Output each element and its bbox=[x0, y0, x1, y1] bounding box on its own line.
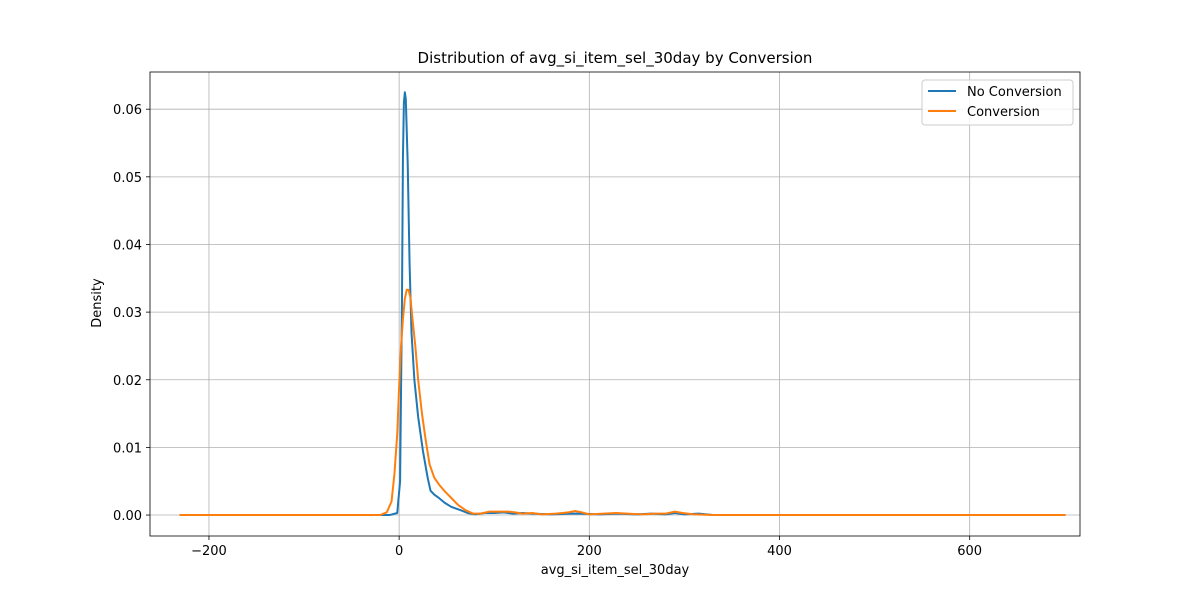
plot-frame bbox=[149, 71, 1081, 537]
y-tick-label: 0.02 bbox=[113, 374, 142, 389]
x-tick-label: 600 bbox=[957, 544, 982, 559]
x-tick-label: 400 bbox=[767, 544, 792, 559]
x-tick-label: −200 bbox=[191, 544, 227, 559]
y-tick-label: 0.04 bbox=[113, 238, 142, 253]
legend-box bbox=[921, 79, 1074, 126]
y-tick-label: 0.06 bbox=[113, 103, 142, 118]
y-tick-label: 0.03 bbox=[113, 306, 142, 321]
y-tick-label: 0.00 bbox=[113, 509, 142, 524]
chart-title: Distribution of avg_si_item_sel_30day by… bbox=[418, 49, 813, 68]
y-tick-label: 0.01 bbox=[113, 441, 142, 456]
series-line-conversion bbox=[179, 288, 1066, 517]
y-axis-label: Density bbox=[90, 278, 105, 328]
x-axis-label: avg_si_item_sel_30day bbox=[541, 563, 690, 578]
series-layer bbox=[179, 91, 1066, 517]
tick-layer: −200 0 200 400 600 0.00 0.01 0.02 0.03 0.04 0.05 0.… bbox=[113, 103, 982, 559]
grid-layer bbox=[150, 72, 1080, 536]
legend: No Conversion Conversion bbox=[921, 79, 1074, 126]
legend-label-no-conversion: No Conversion bbox=[967, 85, 1062, 100]
y-tick-label: 0.05 bbox=[113, 171, 142, 186]
x-tick-label: 200 bbox=[577, 544, 602, 559]
legend-label-conversion: Conversion bbox=[967, 105, 1040, 120]
x-tick-label: 0 bbox=[395, 544, 403, 559]
